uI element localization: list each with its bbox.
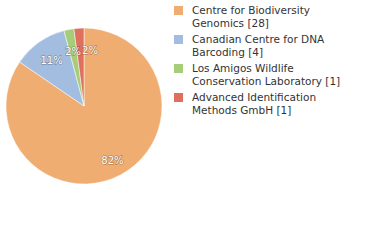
pie-slice bbox=[64, 29, 84, 106]
legend-item: Advanced Identification Methods GmbH [1] bbox=[174, 91, 354, 116]
legend-item: Canadian Centre for DNA Barcoding [4] bbox=[174, 33, 354, 58]
legend-label: Los Amigos Wildlife Conservation Laborat… bbox=[192, 62, 340, 87]
data-labels: 82%11%2%2% bbox=[40, 45, 123, 166]
slices bbox=[6, 28, 162, 184]
legend-swatch bbox=[174, 93, 183, 102]
legend-swatch bbox=[174, 6, 183, 15]
pie-slice bbox=[6, 28, 162, 184]
pie-slice bbox=[74, 28, 84, 106]
data-label: 11% bbox=[40, 55, 62, 66]
legend-swatch bbox=[174, 35, 183, 44]
data-label: 2% bbox=[65, 46, 81, 57]
legend-label: Centre for Biodiversity Genomics [28] bbox=[192, 4, 310, 29]
legend-label: Canadian Centre for DNA Barcoding [4] bbox=[192, 33, 324, 58]
legend: Centre for Biodiversity Genomics [28] Can… bbox=[174, 4, 354, 120]
legend-label: Advanced Identification Methods GmbH [1] bbox=[192, 91, 316, 116]
legend-item: Centre for Biodiversity Genomics [28] bbox=[174, 4, 354, 29]
legend-swatch bbox=[174, 64, 183, 73]
data-label: 82% bbox=[101, 155, 123, 166]
data-label: 2% bbox=[82, 45, 98, 56]
legend-item: Los Amigos Wildlife Conservation Laborat… bbox=[174, 62, 354, 87]
